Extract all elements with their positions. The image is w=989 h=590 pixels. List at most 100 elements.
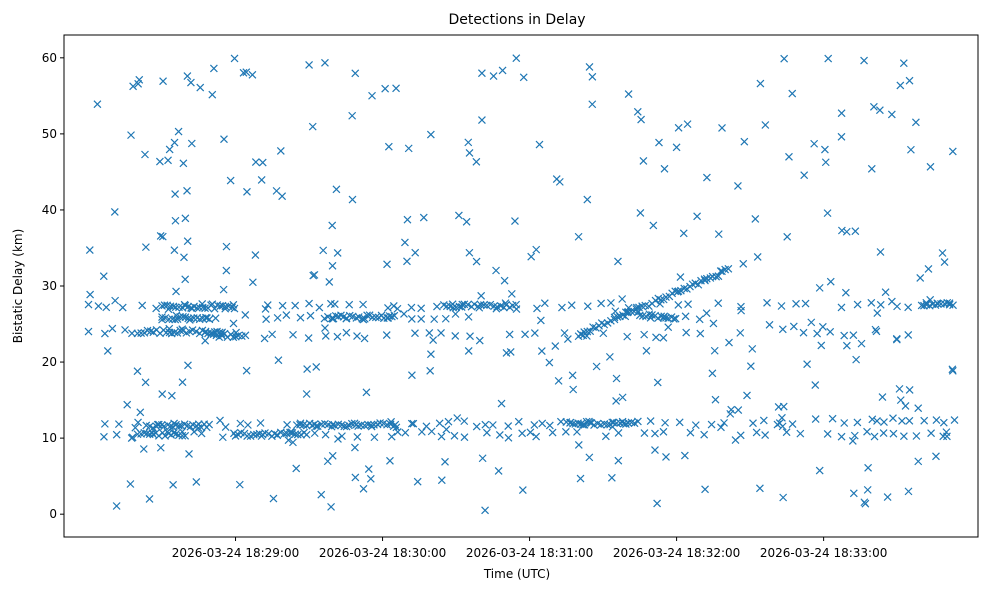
detection-point — [674, 301, 683, 309]
detection-point — [169, 428, 178, 437]
detection-point — [407, 315, 416, 323]
detection-point — [646, 417, 655, 425]
detection-point — [293, 430, 302, 439]
detection-point — [589, 323, 597, 332]
detection-point — [190, 427, 199, 436]
detection-point — [664, 323, 673, 332]
detection-point — [345, 311, 354, 320]
detection-point — [333, 332, 342, 341]
detection-point — [171, 315, 180, 324]
detection-point — [614, 429, 623, 437]
detection-point — [371, 313, 380, 322]
detection-point — [871, 325, 880, 334]
detection-point — [273, 430, 282, 439]
detection-point — [100, 432, 108, 441]
detection-point — [682, 328, 691, 337]
detection-point — [128, 329, 136, 338]
detection-point — [502, 349, 511, 357]
detection-point — [867, 298, 876, 307]
detection-point — [597, 299, 606, 308]
detection-point — [876, 248, 885, 256]
detection-point — [453, 414, 462, 422]
detection-point — [366, 474, 375, 483]
detection-point — [879, 429, 888, 437]
detection-point — [261, 304, 270, 313]
detection-point — [112, 502, 121, 510]
detection-point — [282, 311, 291, 319]
detection-point — [460, 417, 469, 426]
detection-point — [601, 432, 610, 441]
detection-point — [442, 425, 451, 434]
x-tick-label: 2026-03-24 18:30:00 — [319, 546, 446, 560]
detection-point — [904, 487, 913, 496]
detection-point — [714, 230, 723, 239]
detection-point — [179, 159, 188, 168]
detection-point — [313, 422, 322, 431]
detection-point — [370, 433, 379, 442]
detection-point — [603, 420, 612, 429]
detection-point — [302, 390, 311, 398]
detection-point — [401, 238, 409, 247]
detection-point — [273, 313, 282, 322]
detection-point — [653, 499, 662, 508]
axes-frame — [63, 34, 979, 538]
detection-point — [93, 100, 102, 109]
detection-point — [755, 484, 764, 493]
detection-point — [208, 90, 217, 99]
detection-point — [519, 73, 528, 82]
detection-point — [289, 330, 297, 339]
detection-point — [451, 332, 460, 340]
detection-point — [659, 427, 668, 436]
detection-point — [437, 432, 446, 441]
detection-point — [165, 315, 173, 324]
detection-point — [895, 384, 904, 393]
detection-point — [765, 320, 774, 329]
detection-point — [413, 477, 422, 486]
detection-point — [321, 324, 329, 332]
detection-point — [192, 477, 201, 486]
detection-point — [898, 417, 906, 425]
detection-point — [796, 429, 805, 438]
detection-point — [274, 356, 283, 365]
detection-point — [409, 419, 418, 428]
detection-point — [911, 118, 920, 127]
detection-point — [426, 130, 435, 139]
detection-point — [568, 371, 577, 380]
detection-point — [840, 331, 849, 340]
detection-point — [837, 303, 846, 312]
detection-point — [614, 257, 622, 266]
detection-point — [450, 431, 459, 440]
detection-point — [949, 301, 957, 310]
detection-point — [306, 311, 315, 320]
detection-point — [114, 420, 123, 429]
detection-point — [778, 325, 787, 334]
detection-point — [243, 421, 252, 429]
detection-point — [137, 329, 146, 338]
detection-point — [229, 333, 238, 342]
detection-point — [696, 329, 705, 338]
detection-point — [574, 232, 583, 241]
detection-point — [481, 420, 490, 429]
detection-point — [304, 334, 313, 343]
detection-point — [426, 366, 435, 375]
detection-point — [828, 414, 837, 423]
detection-point — [511, 217, 519, 225]
detection-point — [312, 363, 321, 371]
detection-point — [357, 421, 365, 430]
detection-point — [94, 302, 103, 310]
detection-point — [323, 312, 332, 321]
detection-point — [837, 432, 846, 441]
detection-point — [848, 436, 857, 445]
detection-point — [256, 419, 265, 427]
detection-point — [305, 299, 313, 308]
detection-point — [464, 312, 473, 321]
detection-point — [363, 311, 372, 320]
detection-point — [360, 334, 369, 343]
detection-point — [818, 322, 827, 331]
detection-point — [466, 332, 474, 341]
detection-point — [869, 102, 878, 111]
detection-point — [905, 386, 914, 394]
detection-point — [743, 391, 751, 400]
detection-point — [788, 89, 797, 98]
detection-point — [700, 275, 709, 284]
